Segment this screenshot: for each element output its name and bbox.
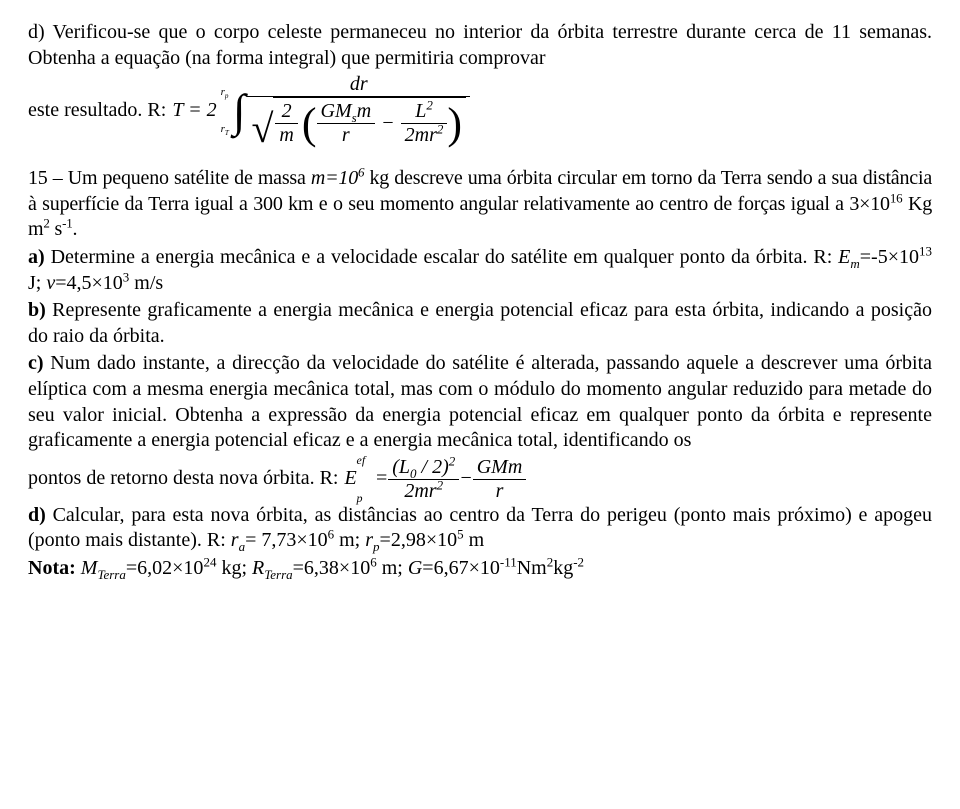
q15-m: m=10 [311, 167, 358, 189]
integrand-fraction: dr √ 2 m ( GMsm r [247, 73, 470, 148]
q15-d: d) Calcular, para esta nova órbita, as d… [28, 503, 932, 554]
v-val: =4,5×10 [55, 272, 123, 294]
q15-b-label: b) [28, 299, 52, 321]
integrand-num: dr [346, 73, 372, 96]
integral-symbol: ∫ [233, 88, 246, 134]
q15-sup-n1: -1 [62, 216, 72, 231]
q15-intro: 15 – Um pequeno satélite de massa m=106 … [28, 166, 932, 243]
nota-sep2: m; [377, 557, 408, 579]
nota-M-sup: 24 [203, 554, 216, 569]
q15-c: c) Num dado instante, a direcção da velo… [28, 351, 932, 453]
int-lower-sub: T [225, 129, 229, 137]
nota-label: Nota: [28, 557, 76, 579]
q15-L-sup: 16 [890, 190, 903, 205]
nota-R: R [252, 557, 264, 579]
q15-d-label: d) [28, 504, 53, 526]
ra-val: = 7,73×10 [245, 529, 328, 551]
question-d-equation: T = 2 rp rT ∫ dr √ 2 m ( [172, 73, 470, 148]
mr-sup: 2 [437, 122, 444, 137]
nota-G-sup: -11 [500, 554, 517, 569]
sqrt-lead-num: 2 [278, 100, 296, 123]
rp-val: =2,98×10 [380, 529, 458, 551]
q15-c-equation-row: pontos de retorno desta nova órbita. R: … [28, 456, 932, 503]
gm: GM [321, 100, 352, 122]
eq-lhs: T = 2 [172, 98, 216, 124]
c-f1n-sup: 2 [449, 453, 456, 468]
q15-d-sep: m; [334, 529, 365, 551]
integral-bounds: rp rT [221, 87, 229, 135]
question-d-label: este resultado. R: [28, 98, 172, 124]
em-sub: m [850, 256, 859, 271]
l: L [415, 100, 426, 122]
mr: 2mr [405, 124, 437, 146]
radical-icon: √ [251, 111, 273, 147]
q15-intro-1: 15 – Um pequeno satélite de massa [28, 167, 311, 189]
epef-E: E [345, 467, 357, 489]
question-d-text: d) Verificou-se que o corpo celeste perm… [28, 20, 932, 71]
question-d-equation-row: este resultado. R: T = 2 rp rT ∫ dr √ 2 … [28, 73, 932, 148]
c-minus: − [459, 466, 473, 492]
rp-unit: m [464, 529, 485, 551]
c-f1d: 2mr [404, 480, 436, 502]
c-f2n: GMm [473, 456, 527, 479]
q15-a-label: a) [28, 246, 51, 268]
rp: r [365, 529, 373, 551]
gm-den: r [338, 124, 354, 147]
nota-M: M [76, 557, 98, 579]
em: E [838, 246, 850, 268]
q15-c-equation: E ef p = (L0 / 2)2 2mr2 − GMm r [345, 456, 527, 503]
nota-unit1: Nm [517, 557, 547, 579]
gm-m: m [357, 100, 371, 122]
q15-a-sep: J; [28, 272, 46, 294]
minus-sign: − [375, 112, 401, 135]
q15-nota: Nota: MTerra=6,02×1024 kg; RTerra=6,38×1… [28, 556, 932, 582]
int-upper-sub: p [225, 92, 229, 100]
nota-sep1: kg; [216, 557, 252, 579]
nota-R-sub: Terra [264, 567, 292, 582]
lparen-icon: ( [302, 106, 317, 141]
rparen-icon: ) [447, 106, 462, 141]
sqrt: √ 2 m ( GMsm r − [251, 97, 466, 147]
q15-c-text1: Num dado instante, a direcção da velocid… [28, 352, 932, 451]
em-sup: 13 [919, 243, 932, 258]
v-unit: m/s [129, 272, 163, 294]
q15-c-label: c) [28, 352, 50, 374]
ra: r [231, 529, 239, 551]
q15-c-label-left: pontos de retorno desta nova órbita. R: [28, 466, 345, 492]
nota-M-sub: Terra [97, 567, 125, 582]
c-f1n-b: / 2) [417, 456, 449, 478]
v: v [46, 272, 55, 294]
c-f1d-sup: 2 [437, 477, 444, 492]
nota-unit2: kg [553, 557, 573, 579]
nota-R-val: =6,38×10 [293, 557, 371, 579]
l-sup: 2 [426, 98, 433, 113]
sqrt-lead-den: m [275, 124, 297, 147]
q15-b: b) Represente graficamente a energia mec… [28, 298, 932, 349]
nota-G: G [408, 557, 422, 579]
q15-a: a) Determine a energia mecânica e a velo… [28, 245, 932, 296]
nota-M-val: =6,02×10 [126, 557, 204, 579]
q15-b-text: Represente graficamente a energia mecâni… [28, 299, 932, 347]
eq-sign: = [357, 466, 389, 492]
q15-intro-5: . [73, 218, 78, 240]
c-f2d: r [492, 480, 508, 503]
em-val: =-5×10 [860, 246, 919, 268]
q15-intro-4: s [50, 218, 62, 240]
c-f1n-a: (L [392, 456, 410, 478]
q15-a-text: Determine a energia mecânica e a velocid… [51, 246, 839, 268]
nota-G-val: =6,67×10 [422, 557, 500, 579]
nota-unit2-sup: -2 [573, 554, 584, 569]
